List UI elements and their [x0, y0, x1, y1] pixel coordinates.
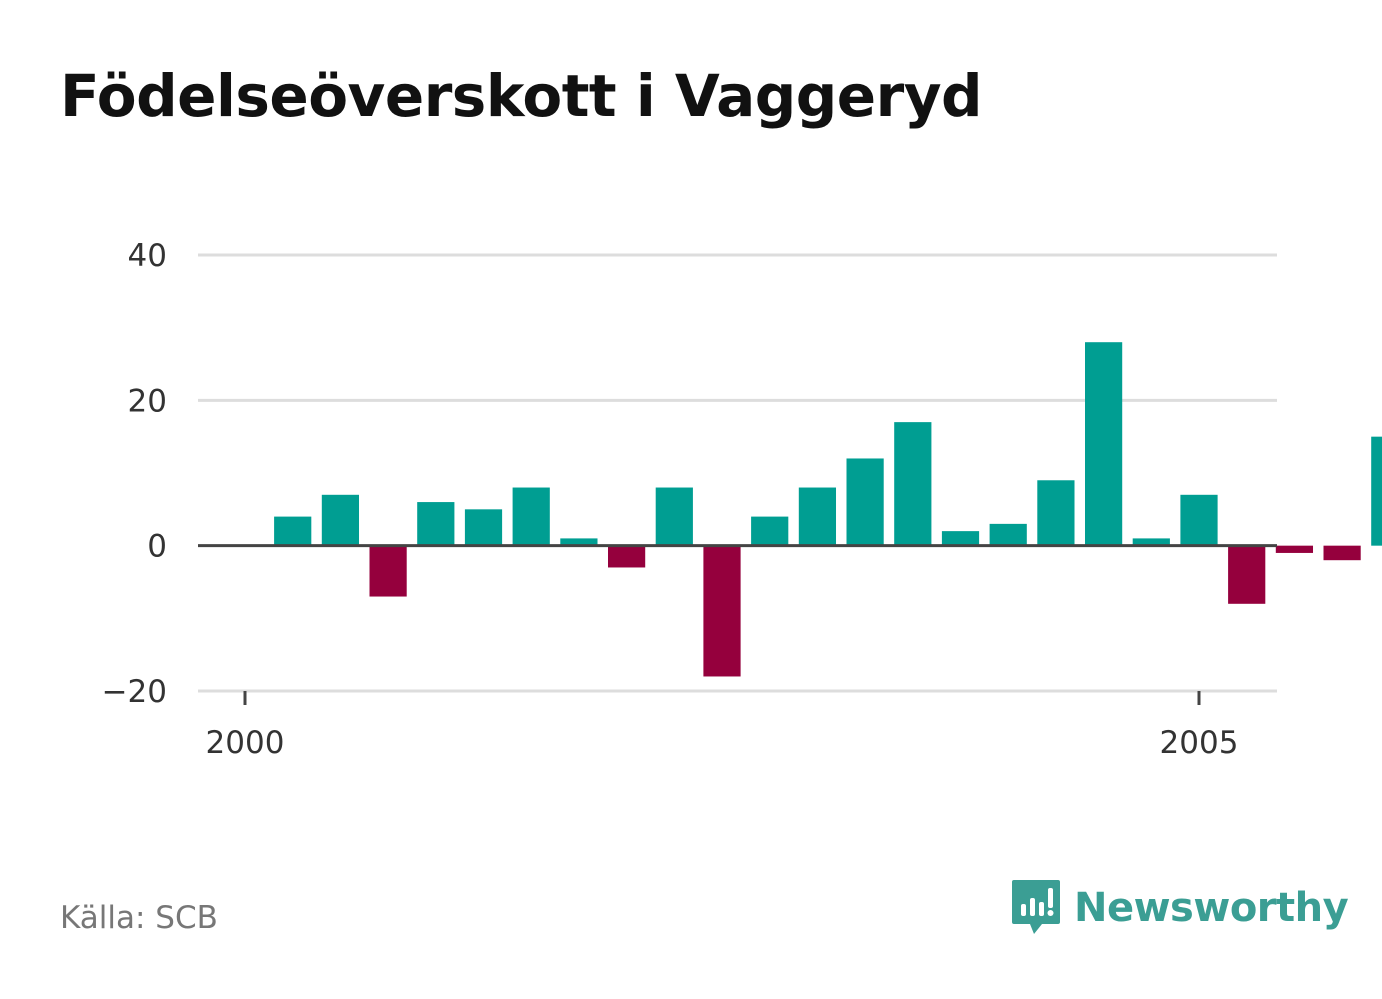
bar — [464, 509, 503, 546]
bar — [1180, 494, 1218, 546]
bar — [655, 487, 693, 546]
y-tick-label: −20 — [102, 674, 167, 710]
bar-series — [274, 342, 1382, 677]
y-tick-label: 20 — [128, 383, 167, 419]
chart-title: Födelseöverskott i Vaggeryd — [60, 62, 983, 130]
bar — [1037, 480, 1075, 546]
bar — [1275, 545, 1314, 553]
bar — [321, 494, 360, 546]
bar — [1228, 545, 1266, 604]
bar — [417, 502, 455, 546]
bar — [1371, 436, 1382, 546]
y-axis: −20 0 20 40 — [102, 238, 167, 710]
newsworthy-logo-icon — [1012, 880, 1060, 934]
bar — [1085, 342, 1123, 546]
bar — [894, 422, 932, 546]
bar — [369, 545, 407, 597]
bar — [1323, 545, 1361, 561]
y-tick-label: 40 — [128, 238, 167, 274]
x-axis: 200020052010201520202025 — [206, 691, 1239, 761]
bar — [751, 516, 789, 546]
bar — [512, 487, 550, 546]
bar — [798, 487, 837, 546]
newsworthy-logo: Newsworthy — [1010, 876, 1349, 940]
source-note: Källa: SCB — [60, 900, 218, 936]
bar — [703, 545, 741, 677]
bar — [941, 531, 980, 546]
brand-name: Newsworthy — [1074, 885, 1349, 931]
bar — [608, 545, 646, 568]
bar — [846, 458, 884, 546]
bar — [274, 516, 312, 546]
x-tick-label: 2000 — [206, 725, 285, 761]
y-tick-label: 0 — [147, 529, 167, 565]
bar — [989, 523, 1027, 546]
bar — [1132, 538, 1170, 546]
x-tick-label: 2005 — [1160, 725, 1239, 761]
bar — [560, 538, 598, 546]
